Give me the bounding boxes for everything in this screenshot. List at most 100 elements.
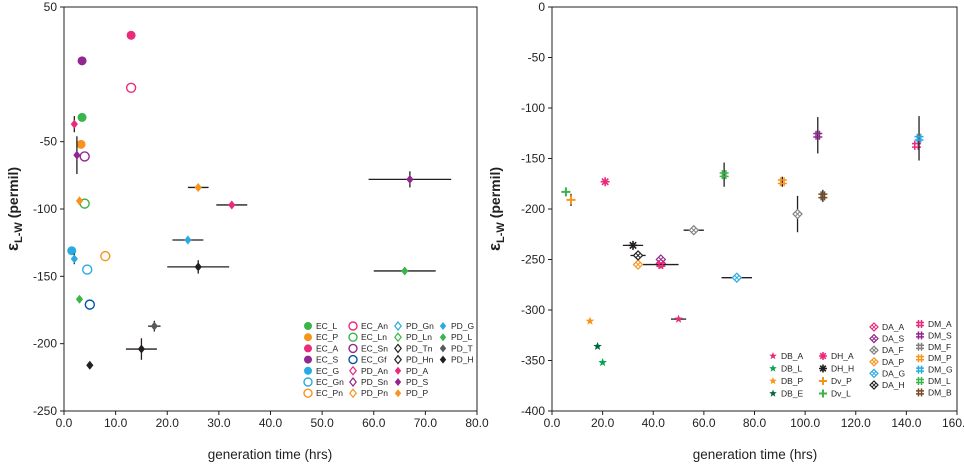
svg-text:EC_Pn: EC_Pn [316, 388, 343, 398]
svg-text:PD_Hn: PD_Hn [406, 355, 434, 365]
svg-text:DB_L: DB_L [781, 364, 803, 374]
svg-text:EC_S: EC_S [316, 355, 339, 365]
svg-text:DA_P: DA_P [882, 357, 905, 367]
data-point-da-p [632, 259, 644, 270]
svg-text:PD_G: PD_G [451, 321, 474, 331]
data-point-ec-a [126, 30, 136, 40]
left-x-tick-label: 10.0 [104, 416, 128, 430]
legend-entry-ec-l: EC_L [304, 321, 338, 331]
left-y-label-epsilon: ε [3, 243, 22, 251]
svg-text:DM_G: DM_G [928, 365, 953, 375]
data-point-dm-l [719, 162, 729, 187]
data-point-dh-a [600, 177, 610, 187]
svg-text:DA_H: DA_H [882, 380, 905, 390]
data-point-pd-l [75, 294, 84, 304]
left-data-marks [67, 30, 452, 370]
legend-entry-pd-hn: PD_Hn [394, 355, 434, 365]
svg-text:EC_Gn: EC_Gn [316, 377, 344, 387]
data-point-dm-a [643, 260, 679, 270]
data-point-ec-s [77, 56, 87, 66]
legend-entry-da-h: DA_H [869, 380, 905, 390]
right-y-tick-label: -200 [521, 202, 545, 216]
data-point-da-f [792, 195, 803, 233]
svg-text:DB_A: DB_A [781, 351, 804, 361]
svg-text:EC_P: EC_P [316, 332, 339, 342]
svg-text:Dv_P: Dv_P [831, 376, 852, 386]
data-point-pd-a [70, 116, 78, 133]
svg-text:DM_S: DM_S [928, 330, 952, 340]
data-point-ec-pn [100, 250, 111, 262]
legend-entry-da-s: DA_S [869, 334, 905, 344]
legend-entry-db-a: DB_A [769, 351, 804, 361]
svg-text:PD_L: PD_L [451, 332, 473, 342]
legend-entry-dm-a: DM_A [916, 319, 952, 329]
right-x-tick-label: 80.0 [743, 416, 767, 430]
legend-entry-ec-ln: EC_Ln [348, 332, 387, 342]
right-x-tick-label: 160.0 [942, 416, 964, 430]
left-y-label-sub: L-W [13, 222, 25, 243]
data-point-db-e [593, 341, 602, 350]
legend-entry-dm-s: DM_S [916, 330, 952, 340]
right-y-tick-label: -100 [521, 101, 545, 115]
legend-entry-ec-s: EC_S [304, 355, 339, 365]
svg-text:DA_A: DA_A [882, 322, 905, 332]
data-point-pd-p [75, 196, 84, 206]
data-point-dm-b [818, 189, 828, 202]
right-y-tick-label: -150 [521, 152, 545, 166]
svg-text:DH_A: DH_A [831, 351, 854, 361]
left-axis-ticks: 0.0 10.0 20.0 30.0 40.0 50.0 60.0 70.0 80.0 50 -50… [33, 0, 489, 430]
right-y-tick-label: -350 [521, 354, 545, 368]
data-point-db-p [585, 316, 595, 325]
left-x-tick-label: 0.0 [56, 416, 73, 430]
left-y-tick-label: -200 [33, 337, 57, 351]
svg-text:DH_H: DH_H [831, 364, 854, 374]
data-point-ec-an [125, 82, 137, 94]
legend-entry-da-p: DA_P [869, 357, 905, 367]
right-y-tick-label: -400 [521, 404, 545, 418]
svg-text:PD_S: PD_S [406, 377, 429, 387]
svg-text:PD_An: PD_An [361, 366, 388, 376]
legend-entry-ec-gn: EC_Gn [303, 377, 344, 387]
left-chart: 0.0 10.0 20.0 30.0 40.0 50.0 60.0 70.0 80.0 50 -50… [3, 0, 489, 462]
left-x-tick-label: 50.0 [310, 416, 334, 430]
right-y-tick-label: -50 [528, 51, 546, 65]
left-y-tick-label: -150 [33, 269, 57, 283]
legend-entry-ec-an: EC_An [348, 321, 388, 331]
right-x-tick-label: 120.0 [841, 416, 871, 430]
svg-text:PD_Tn: PD_Tn [406, 343, 433, 353]
data-point-ec-gf [84, 299, 96, 310]
svg-text:PD_Sn: PD_Sn [361, 377, 388, 387]
legend-entry-ec-gf: EC_Gf [348, 355, 387, 365]
legend-entry-dv-p: Dv_P [819, 376, 852, 386]
data-point-ec-g [67, 246, 77, 256]
data-point-dh-h [622, 240, 644, 250]
right-y-tick-label: 0 [538, 0, 545, 14]
left-y-axis-label: εL-W (permil) [3, 167, 25, 251]
right-y-tick-label: -250 [521, 253, 545, 267]
svg-text:EC_An: EC_An [361, 321, 388, 331]
svg-text:DA_F: DA_F [882, 345, 904, 355]
left-x-tick-label: 70.0 [414, 416, 438, 430]
left-x-tick-label: 30.0 [207, 416, 231, 430]
right-axis-ticks: 0.0 20.0 40.0 60.0 80.0 100.0 120.0 140.0 160.0 0… [521, 0, 964, 430]
svg-text:DM_L: DM_L [928, 376, 951, 386]
data-point-ec-p [76, 139, 86, 149]
svg-text:Dv_L: Dv_L [831, 389, 851, 399]
legend-entry-pd-an: PD_An [349, 366, 388, 376]
data-point-pd-p [187, 182, 209, 192]
right-y-label-unit: (permil) [487, 167, 503, 222]
legend-entry-ec-a: EC_A [304, 343, 339, 353]
data-point-pd-h [167, 260, 230, 274]
legend-entry-pd-t: PD_T [439, 343, 473, 353]
right-y-label-sub: L-W [495, 222, 507, 243]
svg-text:DA_S: DA_S [882, 334, 905, 344]
svg-text:EC_A: EC_A [316, 343, 339, 353]
legend-entry-dm-b: DM_B [916, 387, 952, 397]
right-x-tick-label: 100.0 [790, 416, 820, 430]
legend-entry-da-g: DA_G [869, 368, 905, 378]
right-y-label-epsilon: ε [485, 243, 504, 251]
left-x-axis-label: generation time (hrs) [208, 447, 333, 462]
svg-text:PD_T: PD_T [451, 343, 473, 353]
